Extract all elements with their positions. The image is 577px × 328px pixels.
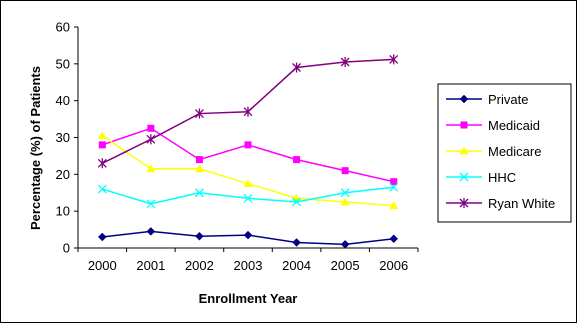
x-tick-label: 2005	[331, 258, 360, 273]
series-private	[97, 227, 399, 249]
data-point-medicaid	[147, 124, 155, 132]
legend-item-hhc: HHC	[446, 170, 516, 185]
data-point-ryan-white	[194, 108, 204, 119]
data-point-medicaid	[341, 167, 349, 175]
data-point-ryan-white	[243, 106, 253, 117]
x-axis-label: Enrollment Year	[199, 291, 298, 306]
legend-label: Medicare	[488, 144, 541, 159]
x-tick-label: 2003	[234, 258, 263, 273]
legend-marker	[459, 172, 469, 182]
legend-item-ryan-white: Ryan White	[446, 196, 555, 211]
data-point-private	[292, 238, 301, 247]
data-point-private	[146, 227, 156, 236]
legend-marker	[460, 121, 468, 129]
x-tick-label: 2006	[379, 258, 408, 273]
data-point-medicaid	[195, 156, 203, 164]
legend-label: HHC	[488, 170, 516, 185]
legend: Private Medicaid Medicare HHC Ryan White	[437, 83, 572, 223]
data-point-medicaid	[293, 156, 301, 164]
legend-marker	[459, 198, 469, 208]
legend-item-private: Private	[446, 92, 528, 107]
x-tick-label: 2001	[136, 258, 165, 273]
legend-label: Ryan White	[488, 196, 555, 211]
data-point-hhc	[243, 193, 253, 203]
data-point-medicaid	[98, 141, 106, 149]
x-tick-label: 2004	[282, 258, 311, 273]
data-point-medicare	[97, 131, 107, 140]
y-tick-label: 40	[56, 93, 70, 108]
x-tick-label: 2000	[88, 258, 117, 273]
data-point-medicaid	[244, 141, 252, 149]
data-point-ryan-white	[340, 56, 350, 67]
data-point-medicare	[340, 197, 350, 206]
y-tick-label: 60	[56, 20, 70, 35]
y-axis-label: Percentage (%) of Patients	[28, 66, 43, 230]
data-point-hhc	[340, 188, 350, 198]
y-tick-label: 10	[56, 204, 70, 219]
data-point-ryan-white	[97, 158, 107, 169]
plot-series	[97, 54, 399, 249]
legend-item-medicaid: Medicaid	[446, 118, 540, 133]
data-point-medicare	[146, 164, 156, 173]
y-tick-label: 30	[56, 130, 70, 145]
data-point-medicaid	[390, 178, 398, 186]
y-tick-label: 0	[63, 241, 70, 256]
data-point-private	[195, 231, 204, 241]
series-hhc	[97, 182, 399, 209]
data-point-private	[389, 234, 399, 244]
data-point-private	[243, 230, 253, 240]
legend-item-medicare: Medicare	[446, 144, 541, 159]
data-point-ryan-white	[146, 134, 156, 145]
x-tick-label: 2002	[185, 258, 214, 273]
data-point-private	[340, 239, 350, 249]
data-point-medicare	[389, 201, 399, 210]
legend-marker	[459, 146, 469, 155]
data-point-ryan-white	[292, 62, 302, 73]
series-medicaid	[98, 124, 398, 186]
data-point-hhc	[97, 184, 107, 194]
legend-label: Medicaid	[488, 118, 540, 133]
legend-marker	[459, 94, 469, 104]
series-ryan-white	[97, 54, 399, 169]
data-point-medicare	[194, 164, 204, 173]
data-point-medicare	[243, 179, 253, 188]
data-point-hhc	[146, 199, 156, 209]
data-point-private	[97, 232, 107, 242]
y-tick-label: 20	[56, 167, 70, 182]
y-tick-label: 50	[56, 56, 70, 71]
data-point-ryan-white	[389, 54, 399, 65]
data-point-hhc	[292, 197, 302, 207]
data-point-hhc	[194, 188, 204, 198]
axes: 0 10 20 30 40 50 60 2000 2001 2002 2003 2004 2005 200…	[56, 20, 419, 273]
data-point-hhc	[389, 182, 399, 192]
legend-label: Private	[488, 92, 528, 107]
